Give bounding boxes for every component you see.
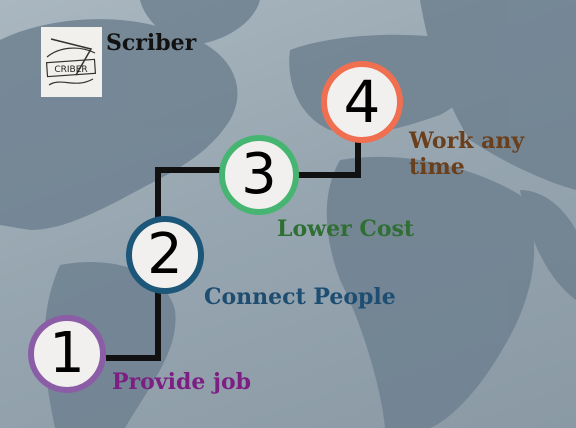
connector-line bbox=[106, 291, 161, 361]
step-3-circle: 3 bbox=[219, 135, 299, 215]
step-2-label: Connect People bbox=[204, 284, 396, 310]
step-2-circle: 2 bbox=[126, 216, 204, 294]
step-1-circle: 1 bbox=[28, 315, 106, 393]
connector-line bbox=[155, 167, 222, 222]
step-1-label: Provide job bbox=[112, 369, 252, 395]
step-4-label: Work any time bbox=[409, 128, 525, 181]
step-3-label: Lower Cost bbox=[277, 216, 415, 242]
quill-logo-icon: CRIBER bbox=[45, 38, 97, 86]
brand-name: Scriber bbox=[106, 30, 197, 56]
scriber-logo: CRIBER bbox=[41, 27, 102, 97]
connector-line bbox=[297, 140, 361, 178]
logo-text: CRIBER bbox=[54, 65, 87, 75]
step-4-circle: 4 bbox=[321, 61, 403, 143]
